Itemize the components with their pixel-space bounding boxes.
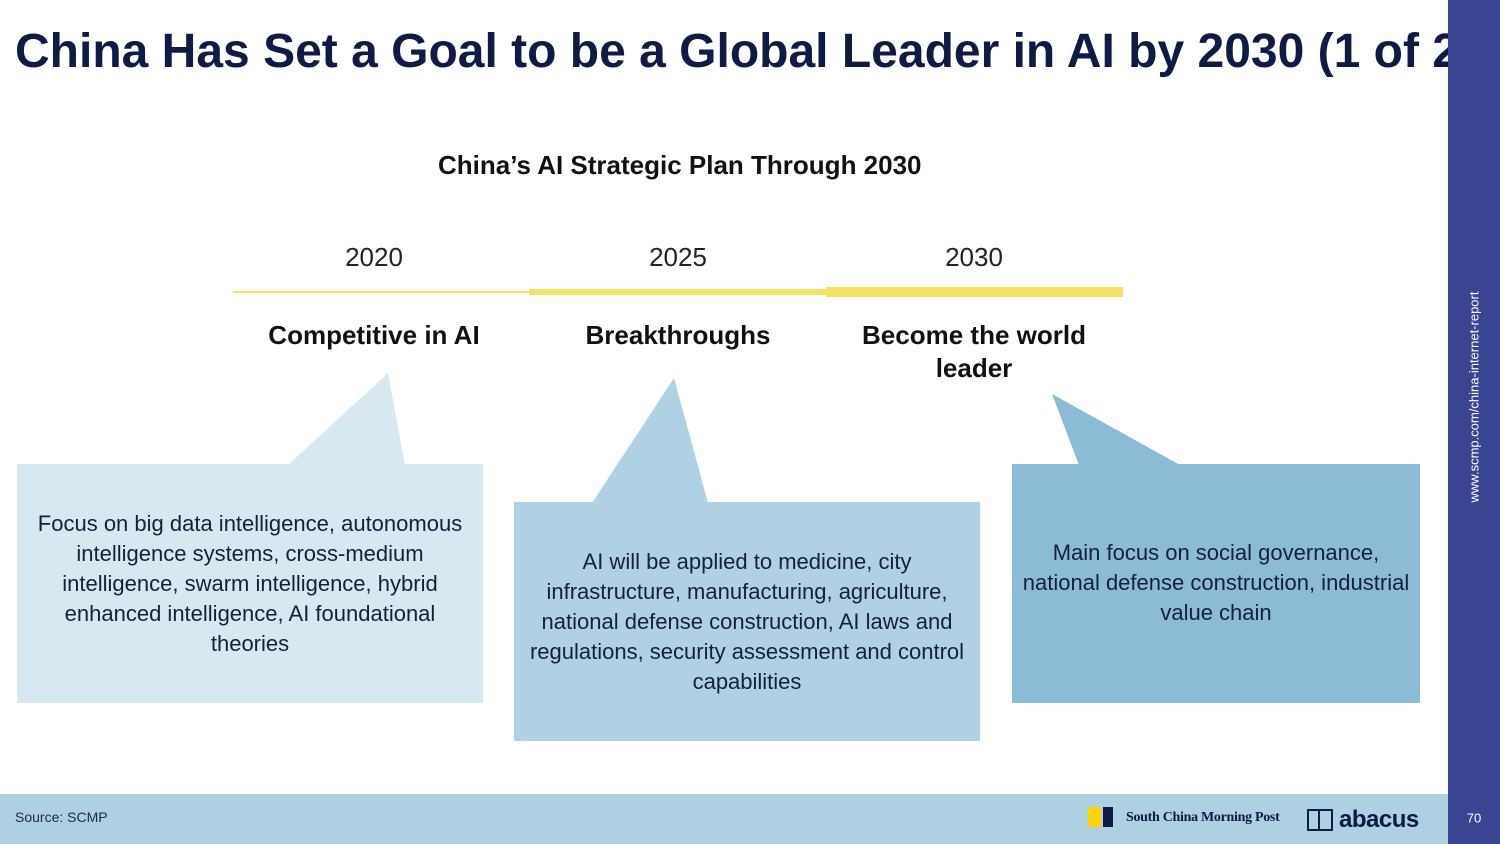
description-text-2030: Main focus on social governance, nationa…	[1022, 540, 1410, 625]
callout-pointers	[288, 373, 1180, 503]
scmp-logo: South China Morning Post	[1088, 806, 1280, 830]
side-bar	[1448, 0, 1500, 844]
callout-pointer-2025	[592, 378, 708, 503]
description-box-2030: Main focus on social governance, nationa…	[1012, 464, 1420, 703]
year-label-2020: 2020	[345, 242, 403, 272]
year-label-2030: 2030	[945, 242, 1003, 272]
page-number: 70	[1466, 810, 1482, 826]
footer-bar	[0, 794, 1448, 844]
timeline-segment-2030	[826, 287, 1123, 297]
timeline-segment-2025	[529, 289, 826, 295]
abacus-logo-text: abacus	[1339, 806, 1419, 833]
timeline-segment-2020	[233, 291, 529, 293]
description-box-2020: Focus on big data intelligence, autonomo…	[17, 464, 483, 703]
diagram-title: China’s AI Strategic Plan Through 2030	[438, 150, 922, 180]
stage-label-2020: Competitive in AI	[268, 320, 480, 350]
side-url: www.scmp.com/china-internet-report	[1466, 291, 1482, 503]
callout-pointer-2020	[288, 373, 405, 465]
stage-label-2030: Become the world leader	[862, 320, 1086, 383]
scmp-logo-text: South China Morning Post	[1126, 810, 1280, 825]
stage-label-2025: Breakthroughs	[585, 320, 771, 350]
source-note: Source: SCMP	[15, 809, 108, 825]
description-box-2025: AI will be applied to medicine, city inf…	[514, 502, 980, 741]
description-text-2020: Focus on big data intelligence, autonomo…	[37, 510, 463, 656]
abacus-mark-icon	[1307, 809, 1333, 831]
callout-pointer-2030	[1052, 394, 1180, 465]
description-text-2025: AI will be applied to medicine, city inf…	[529, 548, 965, 694]
abacus-logo: abacus	[1307, 806, 1419, 834]
year-label-2025: 2025	[649, 242, 707, 272]
page-title: China Has Set a Goal to be a Global Lead…	[15, 25, 1475, 78]
scmp-mark-icon	[1088, 807, 1114, 829]
